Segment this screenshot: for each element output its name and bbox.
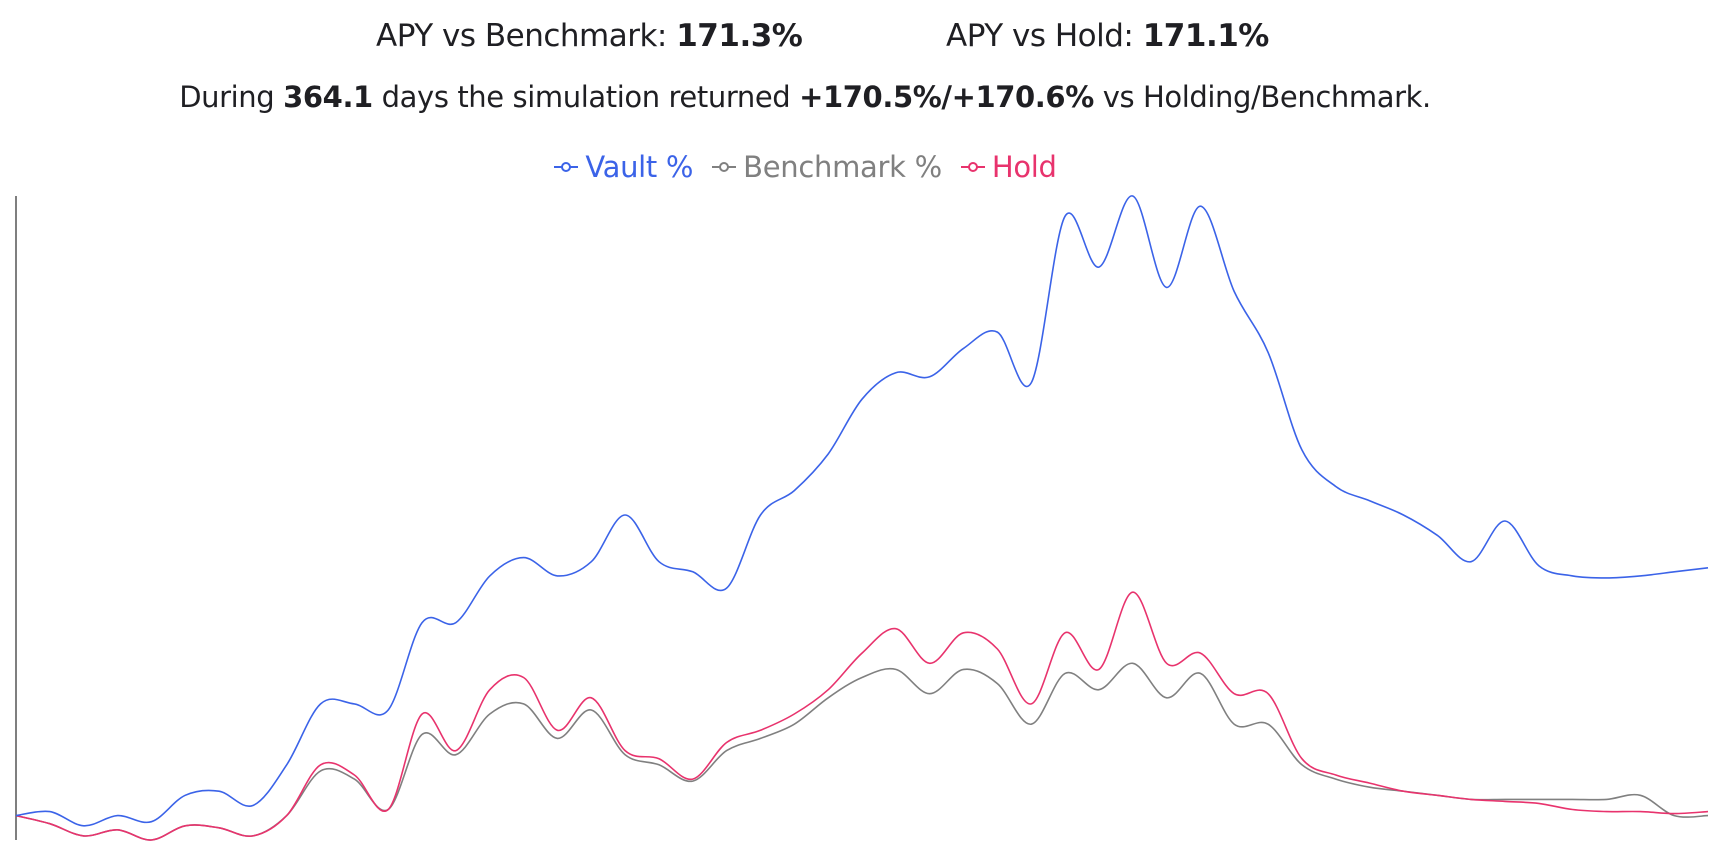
series-line-benchmark [16,663,1708,840]
chart-legend: Vault % Benchmark % Hold [0,150,1610,184]
legend-label-benchmark: Benchmark % [743,150,942,184]
legend-item-vault[interactable]: Vault % [553,150,693,184]
legend-marker-benchmark-icon [711,160,737,174]
summary-days: 364.1 [283,80,373,114]
simulation-summary: During 364.1 days the simulation returne… [0,80,1610,114]
summary-returns: +170.5%/+170.6% [799,80,1094,114]
apy-vs-hold: APY vs Hold: 171.1% [946,18,1269,54]
summary-middle: days the simulation returned [382,80,791,114]
series-layer [16,196,1708,840]
summary-prefix: During [179,80,274,114]
series-line-vault [16,196,1708,826]
summary-suffix: vs Holding/Benchmark. [1103,80,1431,114]
legend-label-vault: Vault % [585,150,693,184]
series-line-hold [16,592,1708,840]
legend-item-benchmark[interactable]: Benchmark % [711,150,942,184]
legend-item-hold[interactable]: Hold [960,150,1057,184]
legend-marker-vault-icon [553,160,579,174]
legend-label-hold: Hold [992,150,1057,184]
apy-vs-hold-value: 171.1% [1143,18,1269,54]
apy-vs-benchmark-label: APY vs Benchmark: [376,18,667,54]
line-chart [0,190,1714,858]
apy-vs-benchmark: APY vs Benchmark: 171.3% [376,18,802,54]
apy-stats: APY vs Benchmark: 171.3% APY vs Hold: 17… [0,18,1714,62]
apy-vs-hold-label: APY vs Hold: [946,18,1133,54]
legend-marker-hold-icon [960,160,986,174]
apy-vs-benchmark-value: 171.3% [676,18,802,54]
